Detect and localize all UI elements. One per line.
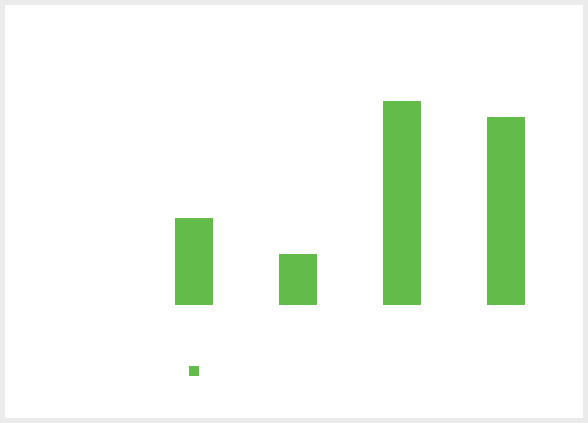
chart-frame <box>5 5 583 418</box>
legend-swatch <box>189 366 199 376</box>
bar-1 <box>175 218 213 305</box>
legend <box>189 366 199 376</box>
bars-group <box>175 101 525 305</box>
bar-3 <box>383 101 421 305</box>
bar-2 <box>279 254 317 305</box>
bar-4 <box>487 117 525 305</box>
